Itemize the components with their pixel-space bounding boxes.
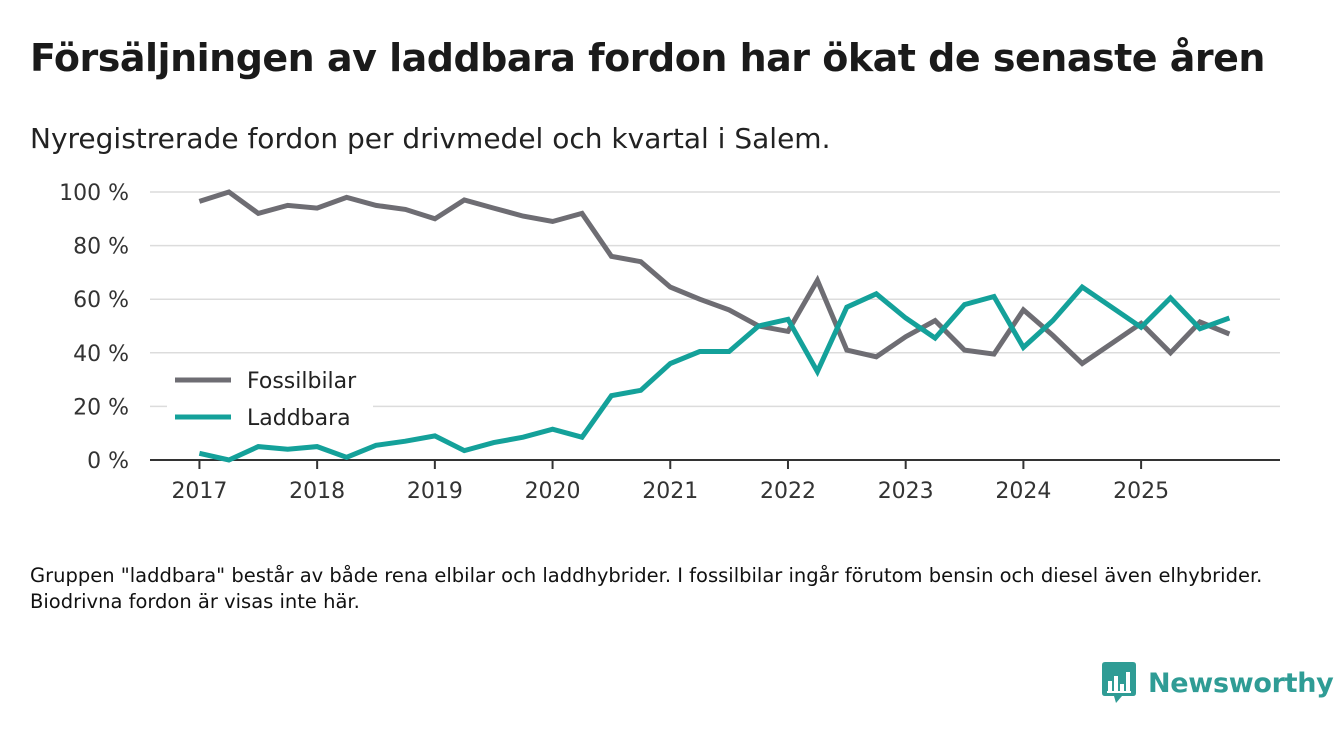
y-tick-label: 20 % [73, 395, 129, 420]
series-lines [198, 189, 1231, 463]
y-tick-label: 60 % [73, 288, 129, 313]
x-tick-label: 2020 [525, 479, 581, 504]
gridlines [150, 191, 1280, 408]
brand-name[interactable]: Newsworthy [1148, 667, 1334, 699]
legend: Fossilbilar Laddbara [167, 354, 373, 436]
x-tick-label: 2018 [289, 479, 345, 504]
x-tick-label: 2019 [407, 479, 463, 504]
footnote: Gruppen "laddbara" består av både rena e… [30, 564, 1263, 613]
y-tick-label: 80 % [73, 235, 129, 260]
x-tick-label: 2024 [995, 479, 1051, 504]
y-tick-label: 40 % [73, 342, 129, 367]
y-tick-label: 0 % [87, 449, 129, 474]
bar-chart-speech-icon [1102, 662, 1136, 703]
y-axis: 0 % 20 % 40 % 60 % 80 % 100 % [59, 181, 129, 474]
legend-label: Fossilbilar [247, 369, 357, 394]
x-tick-label: 2017 [171, 479, 227, 504]
legend-background [167, 354, 373, 436]
x-tick-label: 2023 [878, 479, 934, 504]
line-chart: 0 % 20 % 40 % 60 % 80 % 100 % 2017 2018 2019 202… [59, 181, 1280, 504]
x-tick-label: 2025 [1113, 479, 1169, 504]
series-line-laddbara [198, 283, 1231, 463]
y-tick-label: 100 % [59, 181, 129, 206]
chart-subtitle: Nyregistrerade fordon per drivmedel och … [30, 122, 831, 155]
x-tick-label: 2021 [642, 479, 698, 504]
series-line-fossilbilar [198, 189, 1231, 367]
x-tick-label: 2022 [760, 479, 816, 504]
legend-label: Laddbara [247, 406, 351, 431]
brand-logo[interactable]: Newsworthy [1102, 662, 1334, 704]
x-axis: 2017 2018 2019 2020 2021 2022 2023 2024 2025 [150, 459, 1280, 504]
chart-title: Försäljningen av laddbara fordon har öka… [30, 36, 1265, 80]
